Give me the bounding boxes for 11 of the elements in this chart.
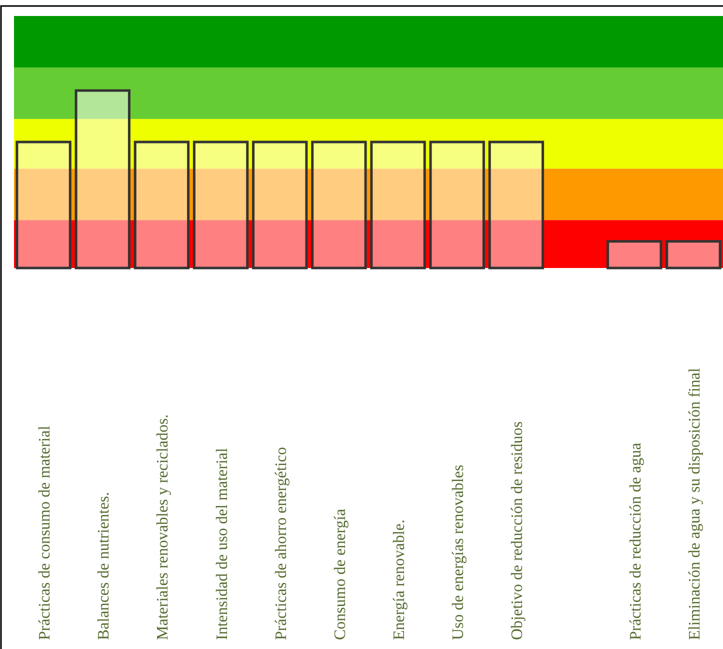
x-tick-label: Eliminación de agua y su disposición final: [686, 368, 704, 640]
x-tick-label: Prácticas de consumo de material: [36, 425, 54, 640]
x-tick-label: Consumo de energía: [332, 508, 349, 640]
x-tick-label: Materiales renovables y reciclados.: [154, 414, 172, 640]
x-tick-label: Balances de nutrientes.: [96, 492, 113, 640]
x-tick-label: Uso de energías renovables: [450, 464, 468, 640]
x-tick-label: Prácticas de reducción de agua: [627, 442, 644, 640]
x-tick-label: Objetivo de reducción de residuos: [509, 421, 526, 640]
x-tick-label: Energía renovable.: [391, 519, 408, 640]
x-tick-label: Prácticas de ahorro energético: [272, 447, 290, 640]
x-tick-label: Intensidad de uso del material: [214, 448, 231, 640]
